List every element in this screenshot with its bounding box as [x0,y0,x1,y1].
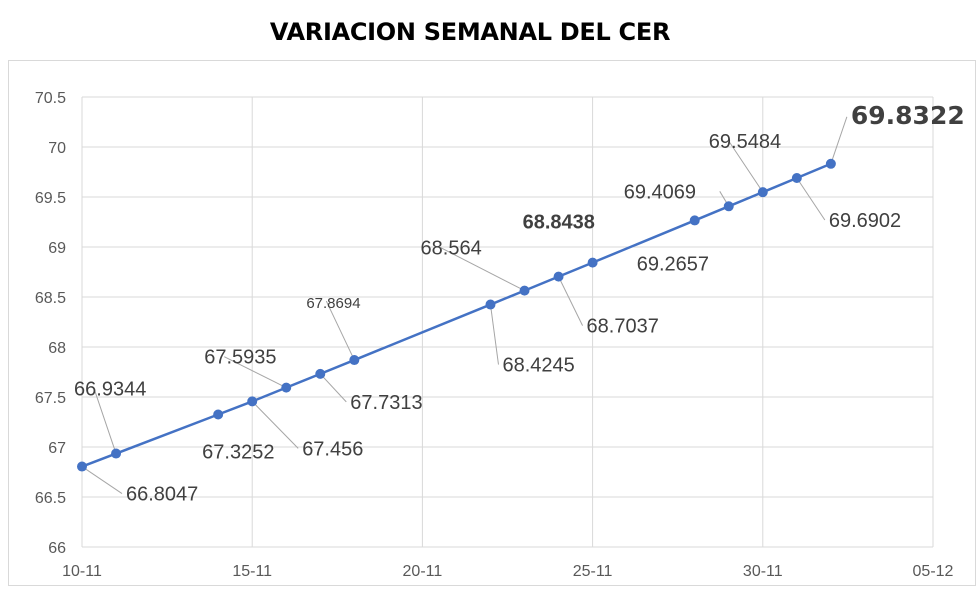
data-label: 68.7037 [587,316,659,338]
data-label-leader [558,276,584,326]
data-point-marker [77,461,87,472]
series-line [81,162,832,468]
y-tick-label: 70 [48,140,66,157]
data-point-marker [281,382,292,393]
data-label: 69.2657 [637,253,709,275]
data-point-marker [213,409,224,420]
chart-area-frame [8,60,976,586]
data-point-marker [791,172,802,183]
x-tick-label: 30-11 [743,563,783,580]
data-label: 67.8694 [306,295,360,312]
data-label: 68.4245 [502,355,574,377]
y-tick-label: 67 [48,440,66,457]
data-point-marker [723,201,734,212]
data-point-marker [519,285,530,296]
x-tick-label: 15-11 [232,563,272,580]
data-label: 69.6902 [829,210,901,232]
data-label-leader [440,247,525,292]
data-point-marker [349,355,360,366]
y-tick-label: 66 [48,540,66,557]
data-label: 69.8322 [851,101,965,130]
x-tick-label: 05-12 [913,563,954,580]
y-tick-label: 67.5 [35,390,66,407]
data-point-marker [485,299,496,310]
data-label-leader [251,401,299,449]
y-tick-label: 69 [48,240,66,257]
y-tick-label: 68.5 [35,290,66,307]
data-label-leader [325,300,355,361]
data-point-marker [757,187,768,198]
data-point-marker [587,257,598,268]
data-label-leader [224,356,287,389]
x-tick-label: 25-11 [573,563,613,580]
data-label-leader [728,140,764,193]
y-tick-label: 66.5 [35,490,66,507]
data-label-leader [830,116,848,164]
data-point-marker [553,271,564,282]
data-point-marker [689,215,700,226]
data-label: 69.4069 [624,181,696,203]
data-label: 67.5935 [204,347,276,369]
data-point-marker [247,396,258,407]
chart-title: VARIACION SEMANAL DEL CER [269,18,671,46]
y-tick-label: 70.5 [35,90,66,107]
y-tick-label: 68 [48,340,66,357]
data-label: 67.456 [302,438,363,460]
data-point-marker [825,158,836,169]
data-label: 69.5484 [709,131,781,153]
data-label: 67.7313 [350,392,422,414]
data-point-marker [315,368,326,379]
data-label-leader [319,373,347,403]
x-tick-label: 20-11 [403,563,443,580]
data-label-leader [489,304,499,365]
data-point-marker [111,448,122,459]
data-label-leader [796,177,826,221]
data-label-leader [81,466,123,494]
data-label: 68.8438 [523,212,595,234]
data-label: 67.3252 [202,441,274,463]
y-tick-label: 69.5 [35,190,66,207]
data-label-leader [93,388,117,454]
data-label: 68.564 [421,238,482,260]
x-tick-label: 10-11 [62,563,102,580]
data-label: 66.8047 [126,484,198,506]
data-label: 66.9344 [74,379,146,401]
